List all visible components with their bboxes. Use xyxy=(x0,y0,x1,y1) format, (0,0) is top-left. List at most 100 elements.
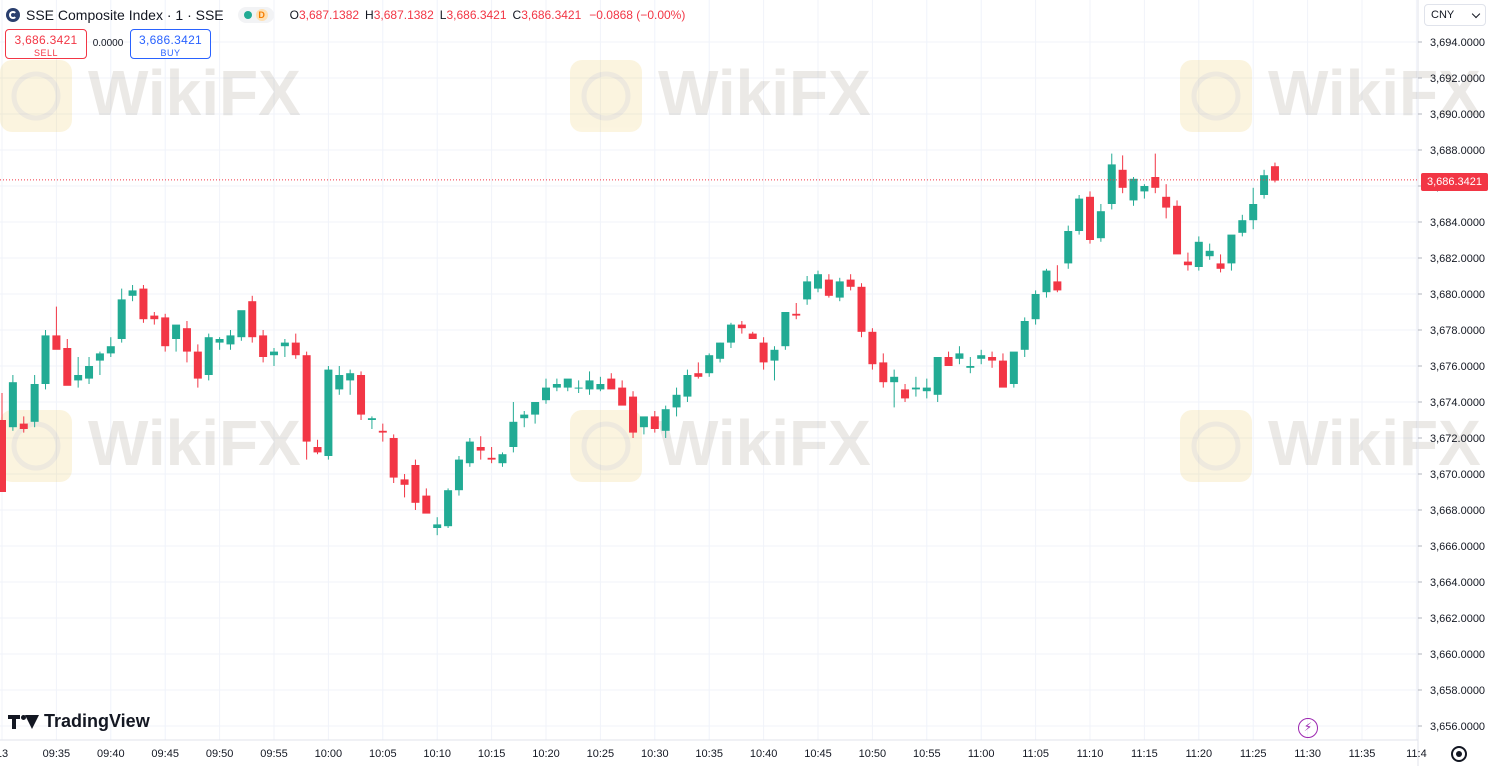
candle xyxy=(1118,155,1127,194)
x-tick-label: 11:25 xyxy=(1240,748,1267,760)
currency-select[interactable]: CNY xyxy=(1424,4,1486,26)
candle xyxy=(0,393,6,492)
candle-body xyxy=(629,396,638,433)
sell-label: SELL xyxy=(33,48,59,58)
high-label: H xyxy=(365,8,374,22)
candle xyxy=(770,346,779,381)
candle xyxy=(52,306,61,350)
candle-body xyxy=(542,387,550,401)
x-tick-label: 10:40 xyxy=(750,748,778,760)
y-tick-label: 3,680.0000 xyxy=(1430,289,1485,301)
candle xyxy=(1009,351,1018,388)
candle-body xyxy=(150,315,159,320)
candle xyxy=(868,328,877,370)
x-tick-label: 10:00 xyxy=(315,748,343,760)
candle xyxy=(1064,225,1073,269)
market-status[interactable]: D xyxy=(237,7,274,23)
candle-body xyxy=(1249,204,1258,221)
candle xyxy=(63,339,72,386)
candle xyxy=(531,402,540,424)
candle-body xyxy=(400,479,409,485)
watermark-text: WikiFX xyxy=(88,407,301,479)
candle xyxy=(1031,290,1040,325)
sse-logo-icon xyxy=(6,8,20,22)
candle-body xyxy=(226,335,235,345)
candle xyxy=(814,270,822,293)
y-tick-label: 3,690.0000 xyxy=(1430,109,1485,121)
candle-body xyxy=(1086,196,1094,240)
candle xyxy=(1107,153,1116,210)
watermark-text: WikiFX xyxy=(1268,57,1481,129)
watermark-text: WikiFX xyxy=(658,57,871,129)
candle xyxy=(737,321,746,334)
open-label: O xyxy=(289,8,299,22)
candle-body xyxy=(531,402,540,415)
candle xyxy=(237,310,246,341)
candle-body xyxy=(890,376,899,383)
candle xyxy=(19,416,28,433)
lightning-icon[interactable]: ⚡ xyxy=(1298,718,1318,738)
candle xyxy=(1173,200,1182,255)
candle xyxy=(454,456,463,496)
y-tick-label: 3,678.0000 xyxy=(1430,325,1485,337)
buy-button[interactable]: 3,686.3421 BUY xyxy=(130,29,211,59)
watermark-logo-icon xyxy=(0,60,72,132)
candle-body xyxy=(585,380,594,390)
candle-body xyxy=(63,348,72,386)
candle xyxy=(596,376,605,392)
gear-icon[interactable] xyxy=(1451,746,1467,762)
candle-body xyxy=(1227,234,1236,264)
x-tick-label: 11:00 xyxy=(968,748,995,760)
candle-body xyxy=(85,366,94,379)
candle-body xyxy=(639,416,648,428)
sell-button[interactable]: 3,686.3421 SELL xyxy=(5,29,87,59)
candle xyxy=(705,353,714,377)
candle-body xyxy=(705,355,714,374)
tradingview-logo[interactable]: TradingView xyxy=(8,711,150,732)
candle-body xyxy=(607,378,616,390)
time-axis[interactable]: 13 09:35 09:40 09:45 09:50 09:55 10:00 10:05 10:… xyxy=(0,748,1427,760)
candle xyxy=(1270,162,1279,183)
open-value: 3,687.1382 xyxy=(298,8,360,22)
candle-body xyxy=(422,495,431,514)
ohlc-values: O3,687.1382 H3,687.1382 L3,686.3421 C3,6… xyxy=(290,8,686,22)
x-tick-label: 13 xyxy=(0,748,8,760)
candle-body xyxy=(814,274,822,289)
candle-body xyxy=(922,387,931,392)
candle xyxy=(944,351,953,366)
candle xyxy=(172,324,181,352)
candle xyxy=(661,405,670,438)
x-tick-label: 10:10 xyxy=(423,748,451,760)
candle-body xyxy=(683,375,692,397)
y-tick-label: 3,682.0000 xyxy=(1430,253,1485,265)
symbol-title[interactable]: SSE Composite Index · 1 · SSE xyxy=(26,7,224,23)
candle xyxy=(672,387,681,417)
candle xyxy=(313,439,322,455)
candle xyxy=(465,438,474,467)
candle-body xyxy=(498,454,507,464)
candle xyxy=(498,452,507,467)
price-axis[interactable]: 3,656.0000 3,658.0000 3,660.0000 3,662.0000… xyxy=(1418,37,1485,733)
candle-body xyxy=(650,416,659,429)
candle-body xyxy=(346,373,355,381)
candle xyxy=(509,402,518,453)
candle xyxy=(1140,184,1149,199)
candle-body xyxy=(161,317,170,347)
candle xyxy=(988,351,997,368)
candle xyxy=(444,488,453,528)
candle-body xyxy=(193,351,202,379)
candle xyxy=(618,380,627,406)
candle xyxy=(367,416,376,429)
candle-body xyxy=(41,335,50,384)
x-tick-label: 09:40 xyxy=(97,748,125,760)
candle xyxy=(248,295,257,343)
watermark-text: WikiFX xyxy=(88,57,301,129)
candle-body xyxy=(215,339,224,343)
candle xyxy=(1053,265,1062,293)
x-tick-label: 11:10 xyxy=(1077,748,1104,760)
candle xyxy=(781,312,790,350)
candle-body xyxy=(182,328,191,352)
candle xyxy=(1183,252,1192,271)
candle xyxy=(378,423,387,442)
